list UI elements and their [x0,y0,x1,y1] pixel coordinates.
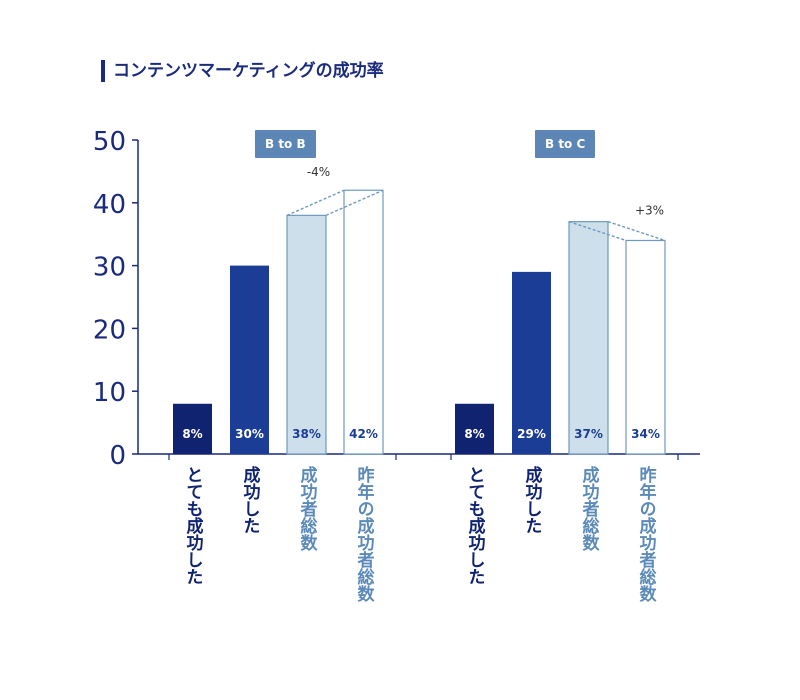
title-accent-bar [101,60,105,82]
y-tick-label: 0 [109,441,126,471]
chart-title: コンテンツマーケティングの成功率 [113,61,384,81]
y-tick-label: 40 [93,190,126,220]
y-tick-label: 50 [93,127,126,157]
change-connector [325,189,384,217]
category-label: 昨年の成功者総数 [353,466,374,602]
change-label: +3% [635,204,664,218]
data-label: 30% [235,427,264,441]
category-label: 成功者総数 [578,466,599,551]
data-label: 34% [631,427,660,441]
panel-label-btoc: B to C [535,130,596,158]
y-tick-label: 10 [93,378,126,408]
data-label: 37% [574,427,603,441]
bar-btoc-3 [625,239,666,455]
category-label: 昨年の成功者総数 [635,466,656,602]
data-label: 8% [464,427,484,441]
category-label: とても成功した [182,466,203,585]
bar-btoc-1 [512,271,551,454]
category-label: 成功した [521,466,542,534]
data-label: 42% [349,427,378,441]
data-label: 8% [182,427,202,441]
bar-btoc-0 [455,403,494,454]
data-label: 29% [517,427,546,441]
bar-btob-3 [343,189,384,455]
change-connector [607,220,666,242]
bar-btob-1 [230,265,269,454]
panel-label-btob: B to B [255,130,316,158]
category-label: 成功した [239,466,260,534]
change-connector [568,220,627,242]
category-label: 成功者総数 [296,466,317,551]
change-connector [286,189,345,217]
change-label: -4% [307,165,330,179]
bar-btob-0 [173,403,212,454]
category-label: とても成功した [464,466,485,585]
bar-btob-2 [286,214,327,455]
y-tick-label: 30 [93,253,126,283]
y-tick-label: 20 [93,315,126,345]
data-label: 38% [292,427,321,441]
bar-btoc-2 [568,221,609,455]
